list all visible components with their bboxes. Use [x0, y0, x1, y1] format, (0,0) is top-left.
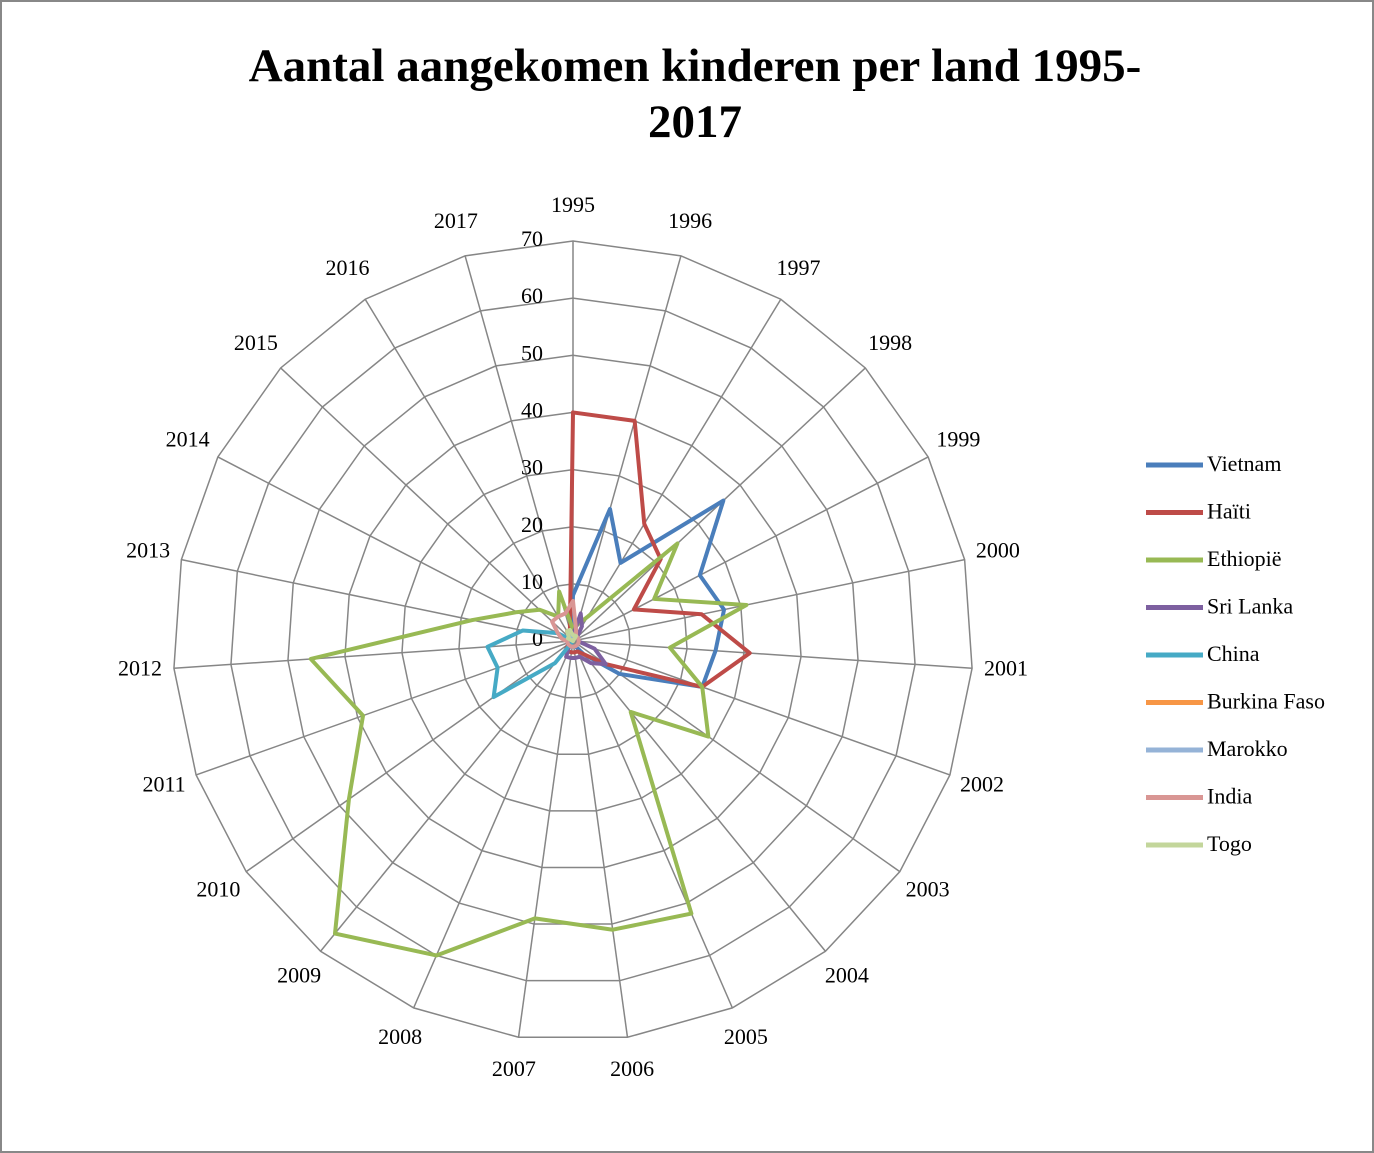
chart-title: Aantal aangekomen kinderen per land 1995…: [248, 40, 1142, 148]
category-label: 2009: [277, 963, 321, 988]
legend-label: Haïti: [1207, 499, 1251, 524]
r-tick-label: 40: [521, 397, 543, 422]
category-label: 2017: [434, 208, 478, 233]
spoke: [217, 456, 574, 642]
spoke: [364, 298, 574, 642]
category-label: 1997: [776, 255, 820, 280]
category-label: 1998: [868, 330, 912, 355]
category-label: 2011: [142, 771, 185, 796]
category-label: 2007: [492, 1056, 536, 1081]
r-tick-label: 20: [521, 512, 543, 537]
spoke: [572, 298, 782, 642]
grid-ring: [344, 411, 802, 869]
category-label: 2012: [118, 656, 162, 681]
series-line: [308, 541, 749, 958]
spoke: [572, 640, 973, 670]
spoke: [280, 367, 574, 642]
spoke: [464, 255, 574, 642]
series-line: [565, 627, 578, 643]
legend-label: India: [1207, 784, 1252, 809]
category-label: 2013: [126, 538, 170, 563]
spoke: [572, 558, 965, 642]
r-tick-label: 70: [521, 226, 543, 251]
spoke: [572, 456, 929, 642]
r-tick-label: 30: [521, 455, 543, 480]
category-label: 2010: [196, 876, 240, 901]
spoke: [572, 640, 827, 952]
category-label: 2014: [166, 426, 210, 451]
spoke: [245, 640, 574, 873]
legend-label: China: [1207, 641, 1260, 666]
grid-ring: [230, 297, 916, 982]
category-label: 2015: [234, 330, 278, 355]
series-line: [485, 628, 575, 700]
r-tick-label: 0: [532, 626, 543, 651]
spoke: [319, 640, 574, 952]
legend-label: Burkina Faso: [1207, 689, 1325, 714]
spoke: [195, 640, 574, 776]
category-label: 2000: [976, 538, 1020, 563]
spoke: [572, 640, 901, 873]
category-label: 2016: [326, 255, 370, 280]
legend-label: Vietnam: [1207, 451, 1281, 476]
category-label: 1999: [936, 426, 980, 451]
r-tick-label: 10: [521, 569, 543, 594]
series-line: [550, 599, 581, 649]
legend-label: Marokko: [1207, 736, 1288, 761]
spoke: [173, 640, 574, 670]
category-label: 2004: [825, 963, 869, 988]
category-label: 1996: [668, 208, 712, 233]
category-label: 2003: [906, 876, 950, 901]
spoke: [572, 640, 629, 1038]
category-label: 1995: [551, 192, 595, 217]
category-label: 2006: [610, 1056, 654, 1081]
r-tick-label: 60: [521, 283, 543, 308]
spoke: [572, 640, 734, 1009]
legend-label: Ethiopië: [1207, 546, 1282, 571]
category-label: 2001: [984, 656, 1028, 681]
spoke: [517, 640, 574, 1038]
r-tick-label: 50: [521, 340, 543, 365]
category-label: 2005: [724, 1024, 768, 1049]
grid-ring: [173, 240, 973, 1039]
grid-ring: [458, 525, 688, 755]
legend-label: Sri Lanka: [1207, 594, 1293, 619]
legend-label: Togo: [1207, 831, 1252, 856]
category-label: 2008: [378, 1024, 422, 1049]
spoke: [181, 558, 574, 642]
category-label: 2002: [960, 771, 1004, 796]
spoke: [572, 640, 951, 776]
grid-ring: [401, 468, 745, 812]
spoke: [412, 640, 574, 1009]
spoke: [572, 255, 682, 642]
